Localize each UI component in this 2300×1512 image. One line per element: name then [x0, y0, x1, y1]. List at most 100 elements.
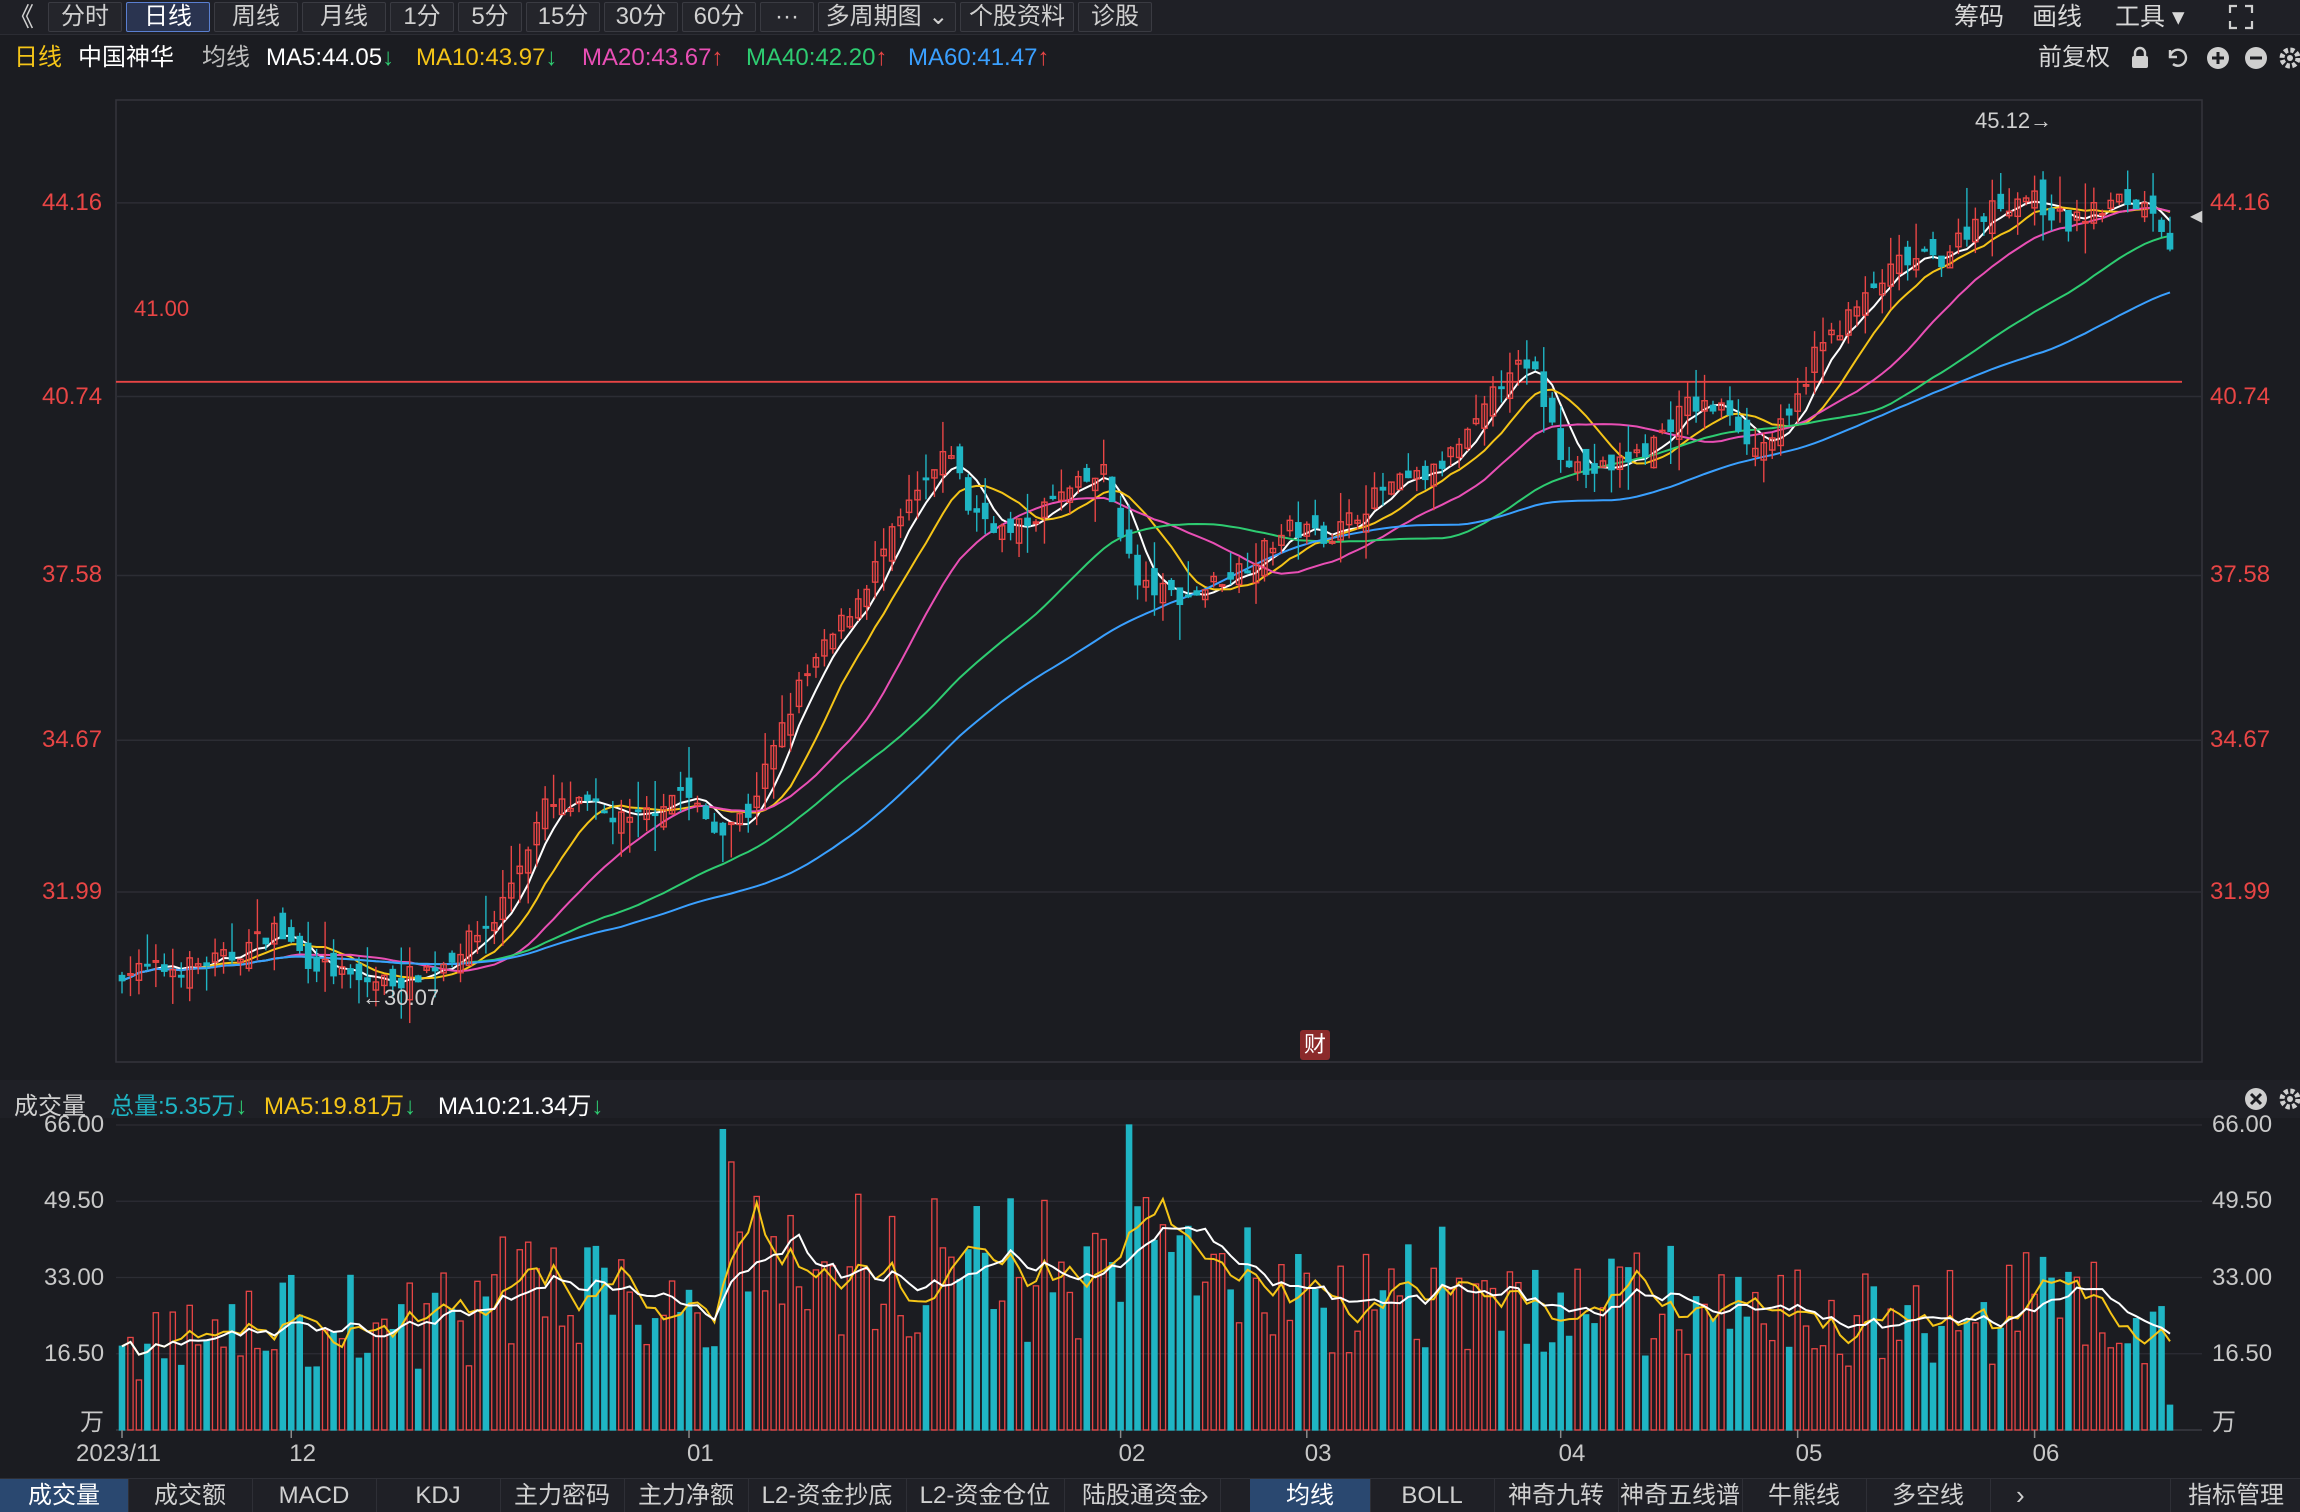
ma-label[interactable]: 均线 — [202, 44, 250, 71]
volume-bar — [1955, 1330, 1962, 1431]
zoom-in-icon[interactable] — [2206, 46, 2230, 70]
date-label: 04 — [1558, 1440, 1586, 1467]
volume-bar — [1616, 1266, 1624, 1431]
overlay-tab-3[interactable]: 神奇五线谱 — [1618, 1479, 1743, 1512]
indicator-tab-7[interactable]: L2-资金仓位 — [906, 1479, 1065, 1512]
period-button-8[interactable]: 60分 — [682, 2, 756, 32]
undo-icon[interactable] — [2164, 46, 2188, 70]
period-button-10[interactable]: 多周期图 ⌄ — [818, 2, 956, 32]
candle-body — [1599, 460, 1607, 468]
close-volume-icon[interactable] — [2244, 1087, 2268, 1111]
candle-body — [1074, 476, 1082, 488]
volume-bar — [1709, 1318, 1717, 1431]
tools-button[interactable]: 工具 ▾ — [2115, 3, 2185, 31]
volume-bar — [541, 1316, 549, 1431]
volume-title[interactable]: 成交量 — [14, 1093, 86, 1120]
candle-body — [651, 813, 659, 817]
candle-body — [694, 802, 701, 807]
candle-body — [1210, 575, 1218, 583]
volume-bar — [981, 1252, 989, 1431]
candle-body — [956, 446, 964, 474]
financial-badge[interactable]: 财 — [1300, 1030, 1330, 1060]
candle-body — [2048, 208, 2055, 221]
period-button-7[interactable]: 30分 — [604, 2, 678, 32]
date-label: 2023/11 — [76, 1440, 161, 1467]
chip-distribution-button[interactable]: 筹码 — [1954, 3, 2005, 31]
candle-body — [1853, 306, 1861, 317]
candle-body — [2098, 212, 2106, 216]
volume-bar — [2022, 1252, 2030, 1431]
candle-body — [914, 489, 921, 501]
overlay-tab-1[interactable]: BOLL — [1370, 1479, 1495, 1512]
volume-bar — [1235, 1322, 1243, 1431]
indicator-tab-6[interactable]: L2-资金抄底 — [748, 1479, 907, 1512]
period-button-11[interactable]: 个股资料 — [960, 2, 1074, 32]
overlay-tab-2[interactable]: 神奇九转 — [1494, 1479, 1619, 1512]
candle-body — [1286, 519, 1294, 532]
period-button-4[interactable]: 1分 — [390, 2, 454, 32]
volume-settings-icon[interactable] — [2278, 1087, 2300, 1111]
collapse-left-icon[interactable]: 《 — [8, 2, 35, 32]
candle-body — [567, 807, 574, 812]
volume-bar — [1819, 1345, 1827, 1431]
volume-bar — [1269, 1334, 1277, 1431]
expand-icon[interactable] — [2228, 4, 2254, 30]
volume-bar — [685, 1289, 693, 1431]
indicator-tab-1[interactable]: 成交额 — [128, 1479, 253, 1512]
volume-bar — [651, 1318, 659, 1431]
overlay-tab-4[interactable]: 牛熊线 — [1742, 1479, 1867, 1512]
candle-body — [2115, 193, 2123, 203]
volume-bar — [355, 1357, 363, 1431]
volume-bar — [1921, 1333, 1928, 1431]
tabs-right-next-icon[interactable]: › — [2016, 1480, 2025, 1510]
period-button-9[interactable]: ··· — [760, 2, 814, 32]
candle-body — [973, 508, 981, 513]
candle-body — [1582, 448, 1590, 475]
candle-body — [1015, 518, 1023, 544]
period-button-5[interactable]: 5分 — [458, 2, 522, 32]
tabs-left-next-icon[interactable]: › — [1200, 1480, 1209, 1510]
candle-body — [135, 962, 143, 981]
candle-body — [871, 561, 879, 583]
period-button-2[interactable]: 周线 — [214, 2, 298, 32]
candle-body — [2166, 232, 2174, 250]
volume-bar — [770, 1236, 777, 1431]
volume-bar — [389, 1328, 397, 1431]
candle-body — [1168, 579, 1175, 591]
settings-icon[interactable] — [2278, 46, 2300, 70]
period-button-6[interactable]: 15分 — [526, 2, 600, 32]
draw-line-button[interactable]: 画线 — [2032, 3, 2083, 31]
ma10-value: MA10:43.97↓ — [416, 44, 558, 71]
volume-bar — [871, 1328, 879, 1431]
ma60-value: MA60:41.47↑ — [908, 44, 1050, 71]
volume-bar — [1912, 1285, 1920, 1431]
overlay-tab-0[interactable]: 均线 — [1250, 1479, 1371, 1512]
period-button-12[interactable]: 诊股 — [1078, 2, 1152, 32]
candle-body — [719, 822, 727, 836]
overlay-tab-5[interactable]: 多空线 — [1866, 1479, 1991, 1512]
candle-body — [1049, 495, 1057, 500]
volume-bar — [457, 1320, 464, 1431]
lock-icon[interactable] — [2128, 46, 2152, 70]
indicator-tab-5[interactable]: 主力净额 — [624, 1479, 749, 1512]
period-button-0[interactable]: 分时 — [48, 2, 122, 32]
adjust-mode-button[interactable]: 前复权 — [2038, 44, 2110, 71]
indicator-tab-8[interactable]: 陆股通资金 — [1064, 1479, 1221, 1512]
volume-bar — [1735, 1276, 1742, 1431]
indicator-tab-3[interactable]: KDJ — [376, 1479, 501, 1512]
volume-axis-left-label: 万 — [80, 1409, 104, 1436]
candle-body — [1193, 590, 1201, 596]
candle-body — [1523, 359, 1531, 369]
indicator-tab-2[interactable]: MACD — [252, 1479, 377, 1512]
hline-label: 41.00 — [134, 296, 190, 321]
zoom-out-icon[interactable] — [2244, 46, 2268, 70]
volume-axis-left-label: 33.00 — [44, 1263, 105, 1291]
indicator-tab-0[interactable]: 成交量 — [0, 1479, 129, 1512]
indicator-manage-button[interactable]: 指标管理 — [2170, 1479, 2300, 1512]
indicator-tab-4[interactable]: 主力密码 — [500, 1479, 625, 1512]
candle-body — [414, 975, 422, 983]
period-button-1[interactable]: 日线 — [126, 2, 210, 32]
volume-bar — [626, 1291, 634, 1431]
period-button-3[interactable]: 月线 — [302, 2, 386, 32]
